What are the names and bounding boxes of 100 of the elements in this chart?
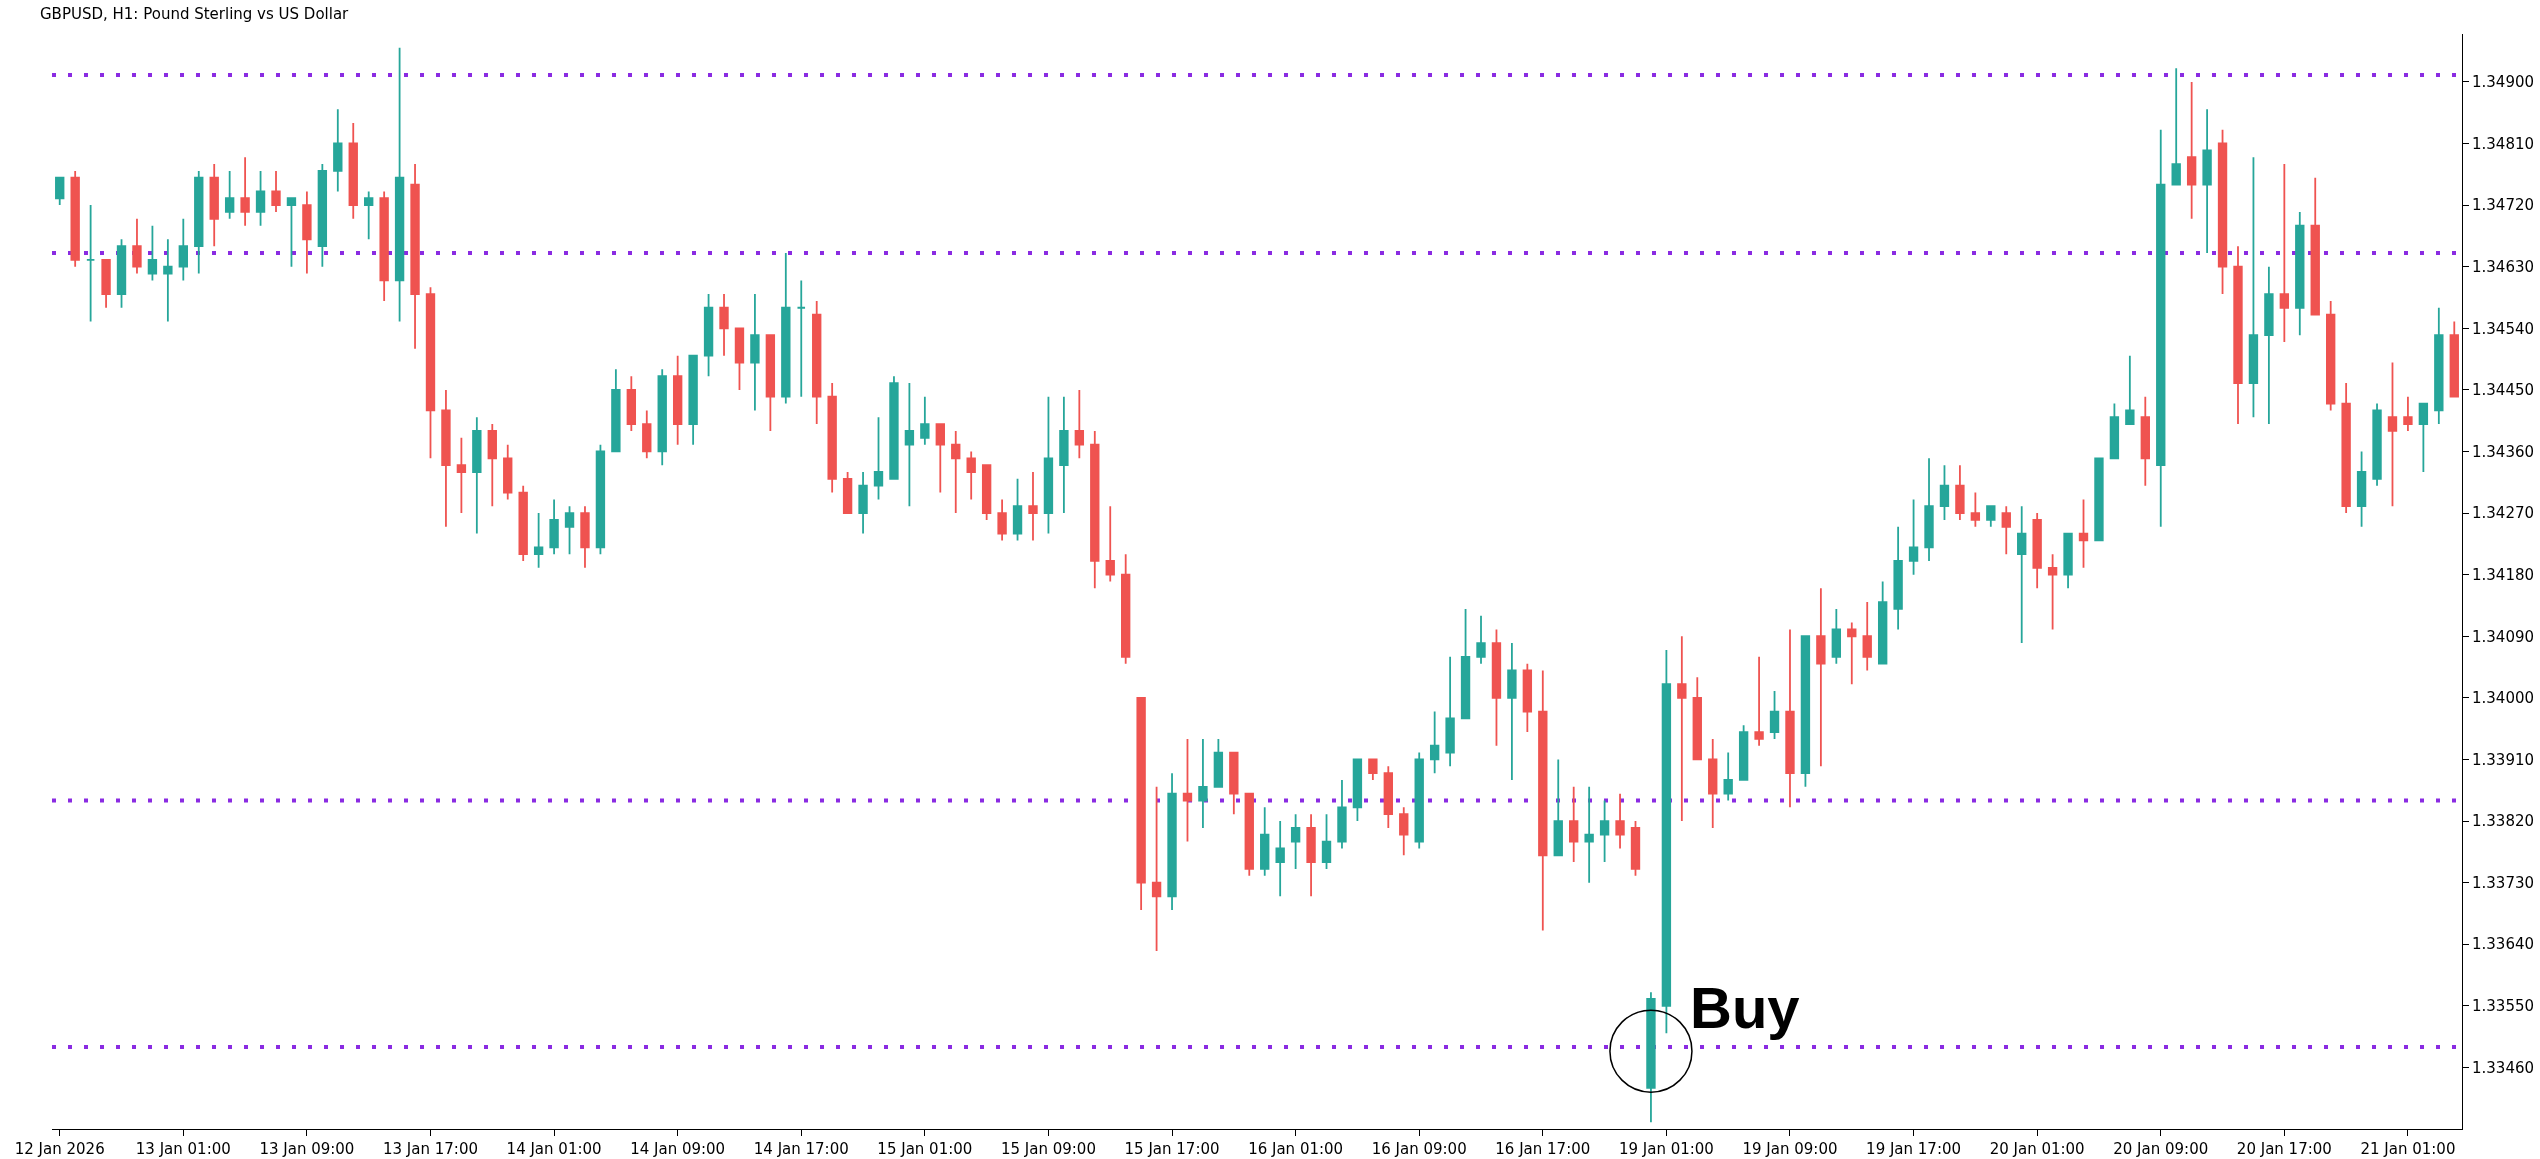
y-tick-label: 1.33910 xyxy=(2472,750,2535,769)
candlestick xyxy=(1260,806,1270,877)
candlestick xyxy=(564,505,575,556)
candlestick xyxy=(997,498,1007,542)
x-tick-label: 19 Jan 09:00 xyxy=(1742,1140,1838,1158)
candlestick xyxy=(1136,696,1146,911)
candlestick xyxy=(533,512,544,569)
candlestick xyxy=(1862,601,1872,672)
candlestick xyxy=(194,169,204,275)
candlestick xyxy=(626,375,637,432)
candlestick xyxy=(595,443,606,556)
candlestick xyxy=(734,327,745,391)
candlestick xyxy=(812,300,822,425)
candlestick xyxy=(55,176,65,206)
candlestick xyxy=(703,293,714,378)
x-tick-label: 20 Jan 09:00 xyxy=(2113,1140,2209,1158)
candlestick xyxy=(920,395,930,446)
candlestick xyxy=(1785,628,1795,809)
candlestick xyxy=(1321,813,1332,870)
candlestick xyxy=(858,471,868,535)
candlestick xyxy=(286,197,297,268)
candlestick xyxy=(688,354,698,446)
candlestick xyxy=(1877,580,1888,665)
candlestick xyxy=(1939,464,1950,521)
x-tick-label: 12 Jan 2026 xyxy=(14,1140,105,1158)
candlestick xyxy=(781,252,791,405)
candlestick xyxy=(1831,607,1842,665)
x-tick-label: 20 Jan 01:00 xyxy=(1989,1140,2085,1158)
candlestick xyxy=(935,423,945,494)
candlestick xyxy=(1708,738,1718,829)
candlestick xyxy=(611,368,621,453)
x-tick-label: 19 Jan 01:00 xyxy=(1618,1140,1714,1158)
candlestick xyxy=(719,293,729,357)
y-tick-label: 1.34450 xyxy=(2472,381,2535,400)
candlestick xyxy=(1213,738,1224,788)
candlestick xyxy=(85,204,96,323)
candlestick xyxy=(1522,662,1533,733)
candlestick xyxy=(1738,724,1749,781)
x-tick-label: 15 Jan 17:00 xyxy=(1124,1140,1220,1158)
candlestick xyxy=(1090,430,1100,590)
candlestick xyxy=(2403,395,2413,432)
y-tick-label: 1.34360 xyxy=(2472,442,2535,461)
candlestick xyxy=(1630,820,1641,877)
candlestick xyxy=(1167,772,1177,911)
candlestick xyxy=(333,108,343,193)
x-tick-label: 20 Jan 17:00 xyxy=(2236,1140,2332,1158)
candlestick xyxy=(1043,395,1054,535)
candlestick xyxy=(425,286,436,460)
y-tick-label: 1.33460 xyxy=(2472,1058,2535,1077)
candlestick xyxy=(2202,108,2212,254)
candlestick xyxy=(379,190,389,302)
x-tick-label: 13 Jan 09:00 xyxy=(259,1140,355,1158)
candlestick xyxy=(1306,813,1316,898)
candlestick xyxy=(1074,388,1085,460)
chart-title: GBPUSD, H1: Pound Sterling vs US Dollar xyxy=(40,4,350,23)
candlestick xyxy=(456,436,467,514)
x-tick-label: 13 Jan 17:00 xyxy=(383,1140,478,1158)
candlestick xyxy=(240,156,250,227)
candlestick xyxy=(2310,176,2320,316)
candlestick xyxy=(487,423,497,508)
candlestick xyxy=(163,238,173,323)
candlestick xyxy=(1012,477,1023,542)
candlestick xyxy=(1290,813,1301,870)
candlestick xyxy=(2156,128,2166,528)
candlestick xyxy=(1800,635,1811,788)
candlestick xyxy=(951,430,961,514)
candlestick xyxy=(842,471,853,514)
candlestick xyxy=(1584,785,1594,884)
x-tick-label: 19 Jan 17:00 xyxy=(1866,1140,1962,1158)
candlestick xyxy=(966,450,976,501)
candlestick xyxy=(503,443,513,501)
candlestick xyxy=(1198,738,1208,829)
x-tick-label: 14 Jan 09:00 xyxy=(630,1140,726,1158)
candlestick xyxy=(317,163,328,268)
candlestick xyxy=(132,217,142,275)
y-tick-label: 1.34900 xyxy=(2472,73,2535,92)
candlestick xyxy=(1893,525,1903,631)
x-tick-label: 16 Jan 17:00 xyxy=(1495,1140,1591,1158)
candlestick xyxy=(2125,354,2135,425)
candlestick xyxy=(364,190,374,241)
candlestick xyxy=(224,169,235,220)
y-tick-label: 1.34180 xyxy=(2472,565,2535,584)
candlestick xyxy=(2434,306,2444,425)
candlestick xyxy=(2186,81,2197,220)
x-tick-label: 21 Jan 01:00 xyxy=(2360,1140,2456,1158)
candlestick xyxy=(1028,471,1038,542)
candlestick xyxy=(2017,505,2027,644)
candlestick xyxy=(147,224,158,282)
candlestick xyxy=(873,416,884,501)
candlestick xyxy=(178,217,188,282)
candlestick xyxy=(827,382,837,494)
candlestick xyxy=(394,46,405,323)
candlestick xyxy=(2264,265,2274,425)
candlestick xyxy=(1970,491,1981,528)
candlestick xyxy=(2279,163,2290,343)
candlestick xyxy=(1507,642,1517,781)
candlestick xyxy=(255,169,266,227)
candlestick xyxy=(2341,382,2351,514)
candlestick xyxy=(1244,792,1254,877)
candlestick xyxy=(2140,395,2150,487)
